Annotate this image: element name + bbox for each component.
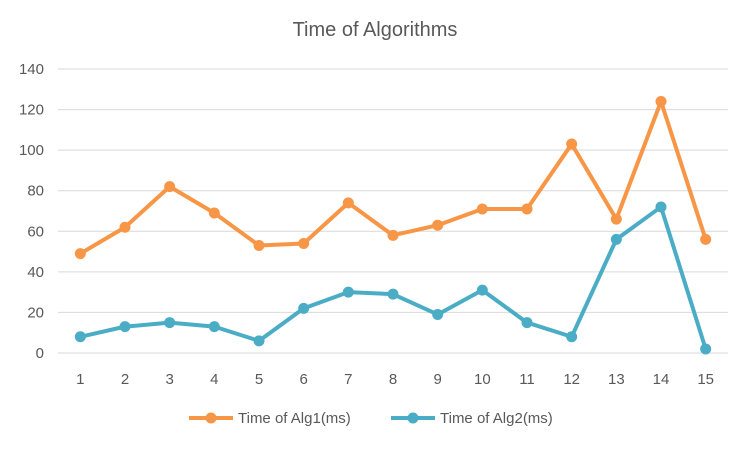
x-tick-label: 8	[389, 371, 397, 388]
x-tick-label: 5	[255, 371, 263, 388]
data-point[interactable]	[432, 308, 444, 320]
x-tick-label: 9	[433, 371, 441, 388]
data-point[interactable]	[74, 331, 86, 343]
x-tick-label: 4	[210, 371, 218, 388]
data-point[interactable]	[298, 237, 310, 249]
legend-item-alg1[interactable]: Time of Alg1(ms)	[189, 410, 351, 427]
data-point[interactable]	[610, 233, 622, 245]
x-tick-label: 14	[653, 371, 670, 388]
series-1	[74, 95, 712, 260]
y-tick-label: 140	[19, 61, 44, 78]
data-point[interactable]	[521, 203, 533, 215]
x-tick-label: 12	[563, 371, 580, 388]
data-point[interactable]	[298, 302, 310, 314]
data-point[interactable]	[610, 213, 622, 225]
x-tick-label: 7	[344, 371, 352, 388]
legend-item-alg2[interactable]: Time of Alg2(ms)	[391, 410, 553, 427]
series-line	[78, 204, 708, 351]
series-2	[74, 201, 712, 355]
series-layer	[74, 95, 712, 355]
data-point[interactable]	[342, 286, 354, 298]
data-point[interactable]	[700, 343, 712, 355]
y-tick-label: 80	[27, 183, 44, 200]
legend: Time of Alg1(ms) Time of Alg2(ms)	[189, 410, 553, 427]
legend-marker-alg1	[205, 412, 217, 424]
data-point[interactable]	[387, 288, 399, 300]
data-point[interactable]	[164, 317, 176, 329]
data-point[interactable]	[566, 138, 578, 150]
y-tick-label: 100	[19, 142, 44, 159]
x-tick-label: 3	[165, 371, 173, 388]
data-point[interactable]	[387, 229, 399, 241]
data-point[interactable]	[208, 321, 220, 333]
legend-label-alg1: Time of Alg1(ms)	[238, 410, 351, 427]
data-point[interactable]	[476, 284, 488, 296]
x-tick-label: 1	[76, 371, 84, 388]
x-axis-tick-labels: 1 2 3 4 5 6 7 8 9 10 11 12 13 14 15	[76, 371, 714, 388]
data-point[interactable]	[253, 335, 265, 347]
data-point[interactable]	[700, 233, 712, 245]
y-tick-label: 40	[27, 264, 44, 281]
x-tick-label: 2	[121, 371, 129, 388]
data-point[interactable]	[74, 248, 86, 260]
legend-marker-alg2	[407, 412, 419, 424]
y-axis-tick-labels: 0 20 40 60 80 100 120 140	[19, 61, 44, 362]
x-tick-label: 6	[299, 371, 307, 388]
data-point[interactable]	[119, 321, 131, 333]
gridlines	[58, 68, 728, 354]
chart-title: Time of Algorithms	[293, 19, 458, 41]
data-point[interactable]	[342, 197, 354, 209]
x-tick-label: 11	[519, 371, 535, 388]
data-point[interactable]	[655, 201, 667, 213]
legend-label-alg2: Time of Alg2(ms)	[440, 410, 553, 427]
x-tick-label: 15	[697, 371, 714, 388]
y-tick-label: 0	[36, 345, 44, 362]
data-point[interactable]	[253, 239, 265, 251]
data-point[interactable]	[119, 221, 131, 233]
data-point[interactable]	[476, 203, 488, 215]
y-tick-label: 120	[19, 102, 44, 119]
data-point[interactable]	[521, 317, 533, 329]
data-point[interactable]	[432, 219, 444, 231]
y-tick-label: 20	[27, 304, 44, 321]
y-tick-label: 60	[27, 223, 44, 240]
data-point[interactable]	[566, 331, 578, 343]
data-point[interactable]	[208, 207, 220, 219]
x-tick-label: 10	[474, 371, 491, 388]
data-point[interactable]	[655, 95, 667, 107]
x-tick-label: 13	[608, 371, 625, 388]
data-point[interactable]	[164, 181, 176, 193]
